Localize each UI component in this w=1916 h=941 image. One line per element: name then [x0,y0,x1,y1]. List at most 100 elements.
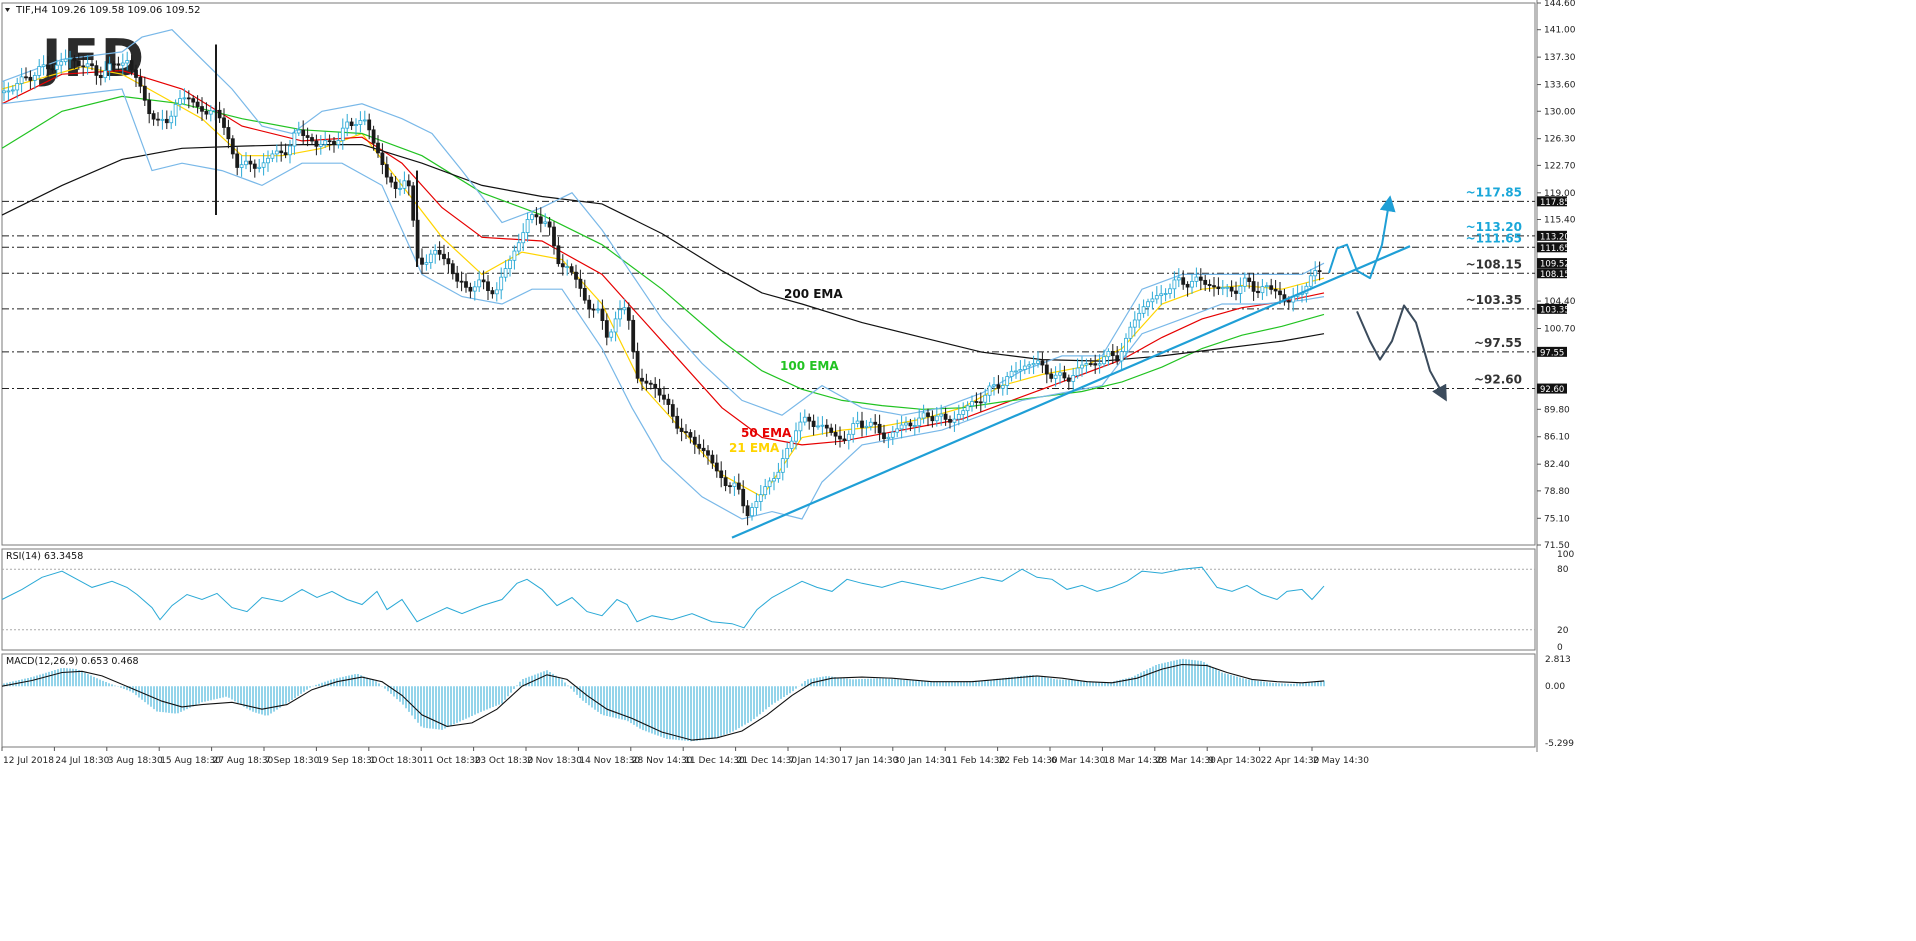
rsi-tick-label: 100 [1557,550,1574,560]
candle-body [644,380,649,384]
candle-body [1317,270,1322,273]
price-tick-label: 133.60 [1544,81,1576,91]
candle-body [1058,372,1062,376]
candle-body [1207,284,1212,286]
ema-label: 21 EMA [729,441,780,455]
candle-body [851,423,856,435]
candle-body [81,65,86,68]
rsi-panel-frame [1,548,1536,651]
candle-body [217,109,222,119]
candle-body [789,440,794,449]
candle-body [362,119,367,122]
candle-body [116,63,121,66]
candle-body [741,488,746,507]
candle-body [1080,364,1084,369]
candle-body [833,432,838,437]
candle-body [829,427,834,433]
candle-body [182,97,187,100]
candle-body [516,242,521,252]
dropdown-triangle-icon[interactable] [5,8,10,12]
candle-body [882,432,886,440]
level-label: ~113.20 [1466,220,1522,234]
level-tag-box [1537,268,1567,279]
candle-body [208,110,213,115]
level-label: ~108.15 [1466,257,1522,271]
macd-title: MACD(12,26,9) 0.653 0.468 [6,656,139,667]
candle-body [134,69,138,78]
candle-body [1062,372,1067,379]
candle-body [626,307,631,321]
candle-body [701,447,706,452]
candle-body [618,309,622,320]
time-tick-label: 7 Sep 18:30 [265,756,320,766]
candle-body [886,436,891,440]
ema-label: 100 EMA [780,359,839,373]
candle-body [574,271,578,280]
candle-body [714,462,719,472]
level-tag: 113.20 [1540,232,1570,242]
candle-body [666,398,671,405]
level-tag-box [1537,196,1567,207]
candle-body [631,319,636,352]
candles [2,44,1322,526]
price-tick-label: 122.70 [1544,161,1576,171]
candle-body [204,110,209,115]
time-tick-label: 28 Nov 14:30 [632,756,693,766]
candle-body [169,115,174,124]
candle-body [1000,385,1005,389]
candle-body [433,249,438,255]
time-tick-label: 1 Oct 18:30 [370,756,423,766]
candle-body [499,276,504,291]
candle-body [578,278,583,289]
macd-tick-label: 2.813 [1545,655,1571,665]
level-label: ~117.85 [1466,185,1522,199]
candle-body [125,60,130,64]
candle-body [1269,285,1274,290]
time-tick-label: 7 Jan 14:30 [789,756,841,766]
candle-body [912,425,917,427]
candle-body [490,290,495,295]
candle-body [345,121,350,129]
level-tag: 97.55 [1540,348,1564,358]
candle-body [640,377,644,382]
price-tick-label: 126.30 [1544,135,1576,145]
ema-label: 200 EMA [784,287,843,301]
candle-body [481,279,486,283]
candle-body [332,140,336,145]
candle-body [261,162,266,168]
candle-body [367,119,372,131]
candle-body [552,226,556,247]
candle-body [1141,306,1146,314]
candle-body [1172,279,1177,290]
candle-body [895,428,900,433]
candle-body [622,307,627,311]
candle-body [283,152,288,156]
candle-body [1128,326,1133,339]
candle-body [398,187,402,190]
candle-body [952,418,957,423]
candle-body [72,57,77,62]
candle-body [860,420,864,428]
candle-body [675,415,680,429]
candle-body [807,416,812,422]
candle-body [191,98,196,103]
candle-body [468,286,473,292]
price-tick-label: 71.50 [1544,541,1570,551]
candle-body [679,427,684,432]
level-tag: 111.65 [1540,244,1570,254]
candle-body [772,478,776,482]
time-tick-label: 11 Dec 14:30 [684,756,745,766]
candle-body [1234,290,1238,294]
time-tick-label: 27 Aug 18:30 [213,756,274,766]
price-tick-label: 82.40 [1544,460,1570,470]
candle-body [406,180,411,187]
time-tick-label: 9 Apr 14:30 [1208,756,1261,766]
time-tick-label: 2 May 14:30 [1313,756,1369,766]
candle-body [274,150,279,155]
candle-body [1009,370,1014,377]
candle-body [252,163,257,169]
candle-body [1102,356,1106,365]
candle-body [613,318,618,333]
